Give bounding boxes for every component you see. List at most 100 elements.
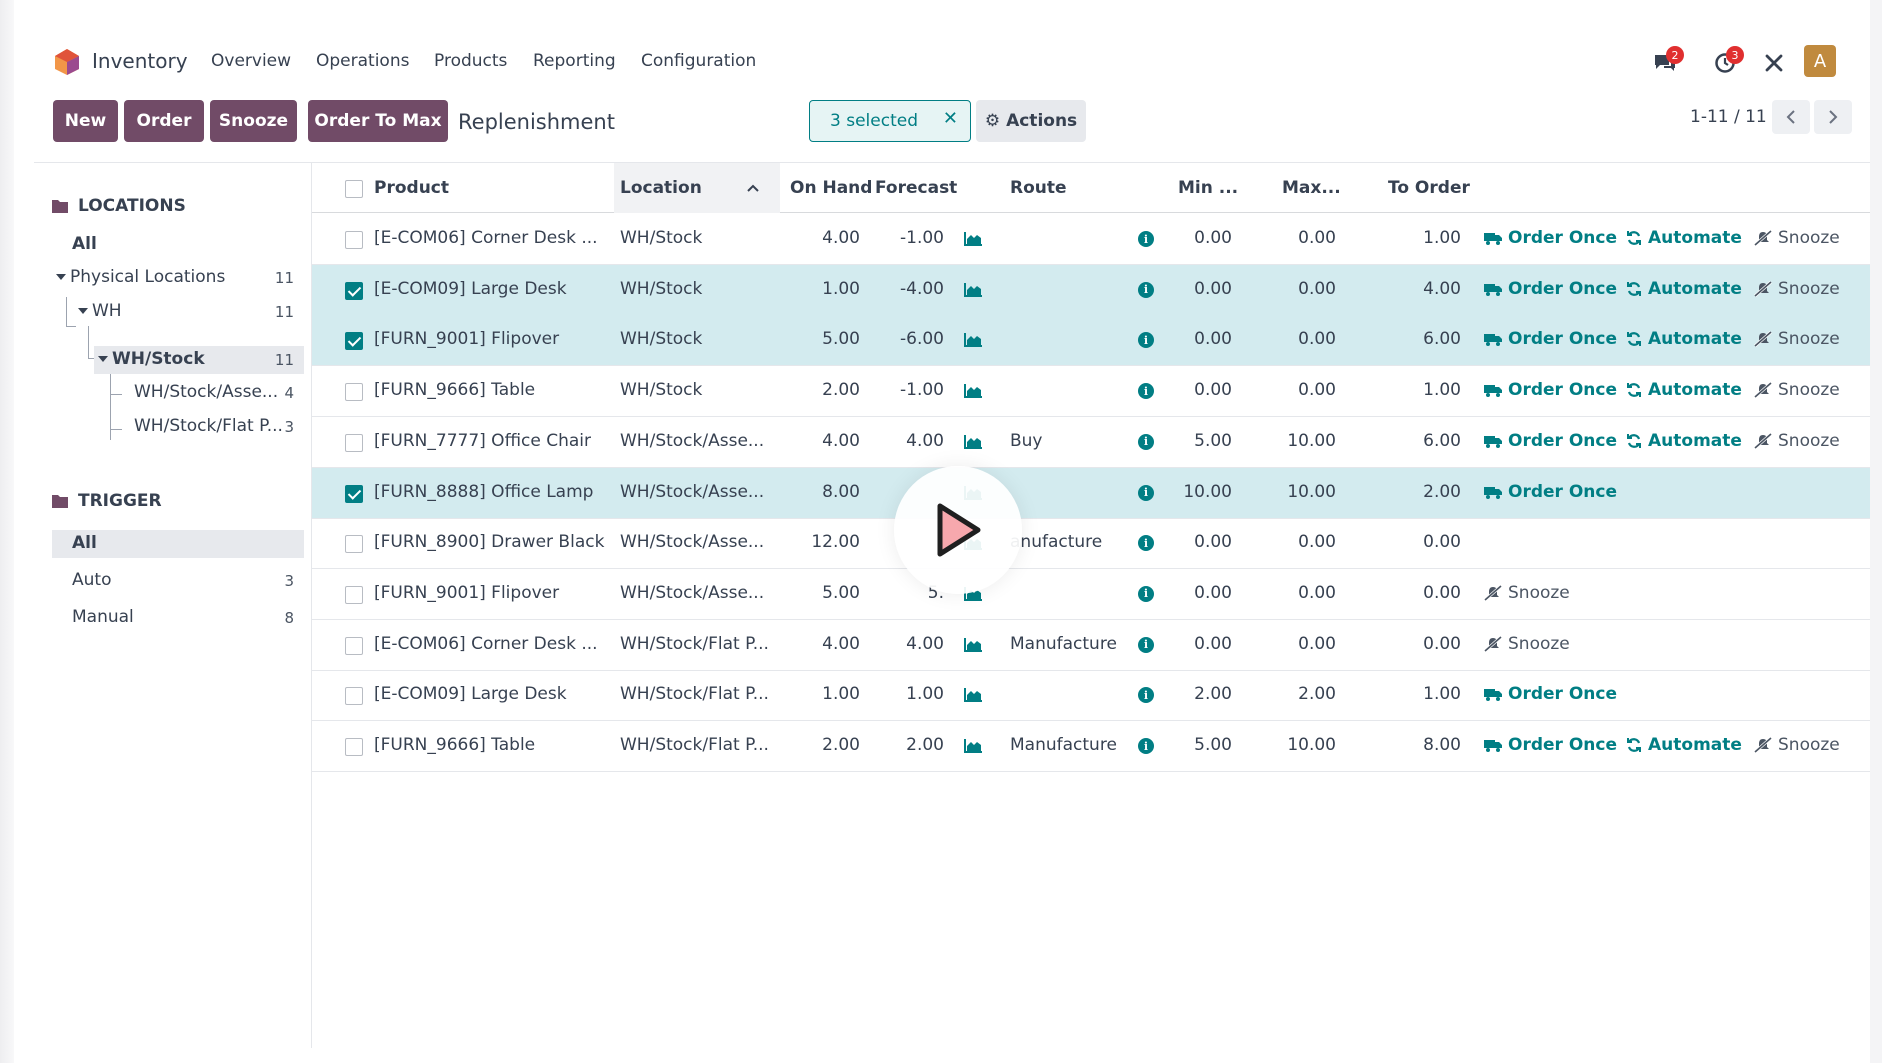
forecast-graph-icon[interactable] — [964, 384, 982, 399]
cell-location[interactable]: WH/Stock/Asse... — [620, 532, 765, 553]
new-button[interactable]: New — [53, 100, 118, 142]
activities-button[interactable]: 3 — [1708, 46, 1744, 80]
cell-on-hand[interactable]: 5.00 — [822, 582, 860, 603]
row-checkbox[interactable] — [345, 738, 363, 756]
menu-configuration[interactable]: Configuration — [641, 51, 757, 71]
snooze-row-button[interactable]: Snooze — [1754, 279, 1840, 299]
row-checkbox[interactable] — [345, 484, 363, 503]
location-wh[interactable]: WH 11 — [52, 298, 304, 326]
cell-to-order[interactable]: 8.00 — [1423, 735, 1461, 755]
order-once-button[interactable]: Order Once — [1484, 228, 1617, 248]
video-play-overlay[interactable] — [894, 466, 1022, 594]
forecast-graph-icon[interactable] — [964, 637, 982, 652]
trigger-manual[interactable]: Manual 8 — [72, 607, 294, 627]
inventory-app-icon[interactable] — [54, 48, 80, 76]
snooze-row-button[interactable]: Snooze — [1484, 583, 1570, 603]
cell-product[interactable]: [E-COM06] Corner Desk ... — [374, 633, 598, 654]
cell-product[interactable]: [E-COM09] Large Desk — [374, 684, 567, 705]
order-once-button[interactable]: Order Once — [1484, 431, 1617, 451]
cell-max[interactable]: 0.00 — [1298, 532, 1336, 553]
snooze-row-button[interactable]: Snooze — [1754, 431, 1840, 451]
trigger-auto[interactable]: Auto 3 — [72, 570, 294, 590]
table-row[interactable]: [FURN_8900] Drawer Black WH/Stock/Asse...… — [312, 518, 1870, 570]
forecast-graph-icon[interactable] — [964, 434, 982, 449]
forecast-graph-icon[interactable] — [964, 282, 982, 297]
table-row[interactable]: [E-COM06] Corner Desk ... WH/Stock 4.00 -1.… — [312, 214, 1870, 265]
table-row[interactable]: [E-COM06] Corner Desk ... WH/Stock/Flat P… — [312, 620, 1870, 671]
row-checkbox[interactable] — [345, 281, 363, 300]
header-max[interactable]: Max... — [1282, 178, 1341, 198]
menu-reporting[interactable]: Reporting — [533, 51, 616, 71]
header-route[interactable]: Route — [1010, 178, 1067, 198]
cell-location[interactable]: WH/Stock/Asse... — [620, 582, 765, 603]
header-on-hand[interactable]: On Hand — [790, 178, 873, 198]
cell-location[interactable]: WH/Stock/Flat P... — [620, 735, 769, 755]
automate-button[interactable]: Automate — [1626, 228, 1742, 248]
automate-button[interactable]: Automate — [1626, 431, 1742, 451]
cell-max[interactable]: 0.00 — [1298, 380, 1336, 401]
actions-button[interactable]: ⚙ Actions — [976, 100, 1086, 142]
cell-to-order[interactable]: 2.00 — [1423, 481, 1461, 502]
cell-product[interactable]: [FURN_9666] Table — [374, 735, 536, 755]
row-checkbox[interactable] — [345, 535, 363, 554]
cell-route[interactable]: anufacture — [1010, 532, 1103, 553]
cell-on-hand[interactable]: 4.00 — [822, 430, 860, 451]
cell-to-order[interactable]: 0.00 — [1423, 532, 1461, 553]
cell-forecast[interactable]: -4.00 — [900, 278, 944, 299]
cell-min[interactable]: 5.00 — [1194, 430, 1232, 451]
cell-to-order[interactable]: 4.00 — [1423, 278, 1461, 299]
cell-on-hand[interactable]: 5.00 — [822, 329, 860, 350]
table-row[interactable]: [FURN_7777] Office Chair WH/Stock/Asse...… — [312, 417, 1870, 468]
cell-max[interactable]: 10.00 — [1287, 430, 1336, 451]
pager-value[interactable]: 1-11 / 11 — [1690, 107, 1767, 127]
cell-location[interactable]: WH/Stock/Asse... — [620, 430, 765, 451]
cell-forecast[interactable]: 1.00 — [906, 684, 944, 705]
clear-selection-icon[interactable]: ✕ — [942, 108, 958, 129]
cell-location[interactable]: WH/Stock — [620, 278, 703, 299]
location-wh-stock-assembly[interactable]: WH/Stock/Asse... 4 — [134, 382, 294, 402]
cell-max[interactable]: 0.00 — [1298, 329, 1336, 350]
automate-button[interactable]: Automate — [1626, 380, 1742, 400]
cell-max[interactable]: 10.00 — [1287, 735, 1336, 755]
order-once-button[interactable]: Order Once — [1484, 482, 1617, 502]
cell-location[interactable]: WH/Stock — [620, 380, 703, 401]
order-once-button[interactable]: Order Once — [1484, 380, 1617, 400]
automate-button[interactable]: Automate — [1626, 279, 1742, 299]
order-to-max-button[interactable]: Order To Max — [308, 100, 448, 142]
location-all[interactable]: All — [72, 234, 97, 254]
order-once-button[interactable]: Order Once — [1484, 329, 1617, 349]
cell-max[interactable]: 0.00 — [1298, 278, 1336, 299]
cell-location[interactable]: WH/Stock/Asse... — [620, 481, 765, 502]
cell-location[interactable]: WH/Stock — [620, 228, 703, 248]
order-button[interactable]: Order — [124, 100, 204, 142]
table-row[interactable]: [FURN_9001] Flipover WH/Stock 5.00 -6.00 i 0.… — [312, 315, 1870, 367]
cell-to-order[interactable]: 0.00 — [1423, 633, 1461, 654]
snooze-row-button[interactable]: Snooze — [1484, 634, 1570, 654]
header-min[interactable]: Min ... — [1178, 178, 1239, 198]
order-once-button[interactable]: Order Once — [1484, 735, 1617, 755]
info-icon[interactable]: i — [1138, 281, 1154, 298]
cell-location[interactable]: WH/Stock/Flat P... — [620, 633, 769, 654]
cell-on-hand[interactable]: 4.00 — [822, 633, 860, 654]
header-product[interactable]: Product — [374, 178, 449, 198]
location-wh-stock[interactable]: WH/Stock 11 — [94, 346, 304, 374]
cell-product[interactable]: [E-COM09] Large Desk — [374, 278, 567, 299]
info-icon[interactable]: i — [1138, 231, 1154, 247]
snooze-row-button[interactable]: Snooze — [1754, 329, 1840, 349]
header-to-order[interactable]: To Order — [1388, 178, 1470, 198]
cell-max[interactable]: 0.00 — [1298, 633, 1336, 654]
cell-min[interactable]: 0.00 — [1194, 278, 1232, 299]
cell-on-hand[interactable]: 2.00 — [822, 380, 860, 401]
forecast-graph-icon[interactable] — [964, 333, 982, 348]
cell-product[interactable]: [FURN_8900] Drawer Black — [374, 532, 605, 553]
cell-route[interactable]: Buy — [1010, 430, 1043, 451]
row-checkbox[interactable] — [345, 231, 363, 249]
forecast-graph-icon[interactable] — [964, 739, 982, 753]
info-icon[interactable]: i — [1138, 636, 1154, 653]
cell-product[interactable]: [FURN_7777] Office Chair — [374, 430, 591, 451]
cell-to-order[interactable]: 6.00 — [1423, 430, 1461, 451]
menu-products[interactable]: Products — [434, 51, 508, 71]
info-icon[interactable]: i — [1138, 585, 1154, 602]
debug-tools-button[interactable] — [1757, 46, 1791, 80]
cell-on-hand[interactable]: 4.00 — [822, 228, 860, 248]
